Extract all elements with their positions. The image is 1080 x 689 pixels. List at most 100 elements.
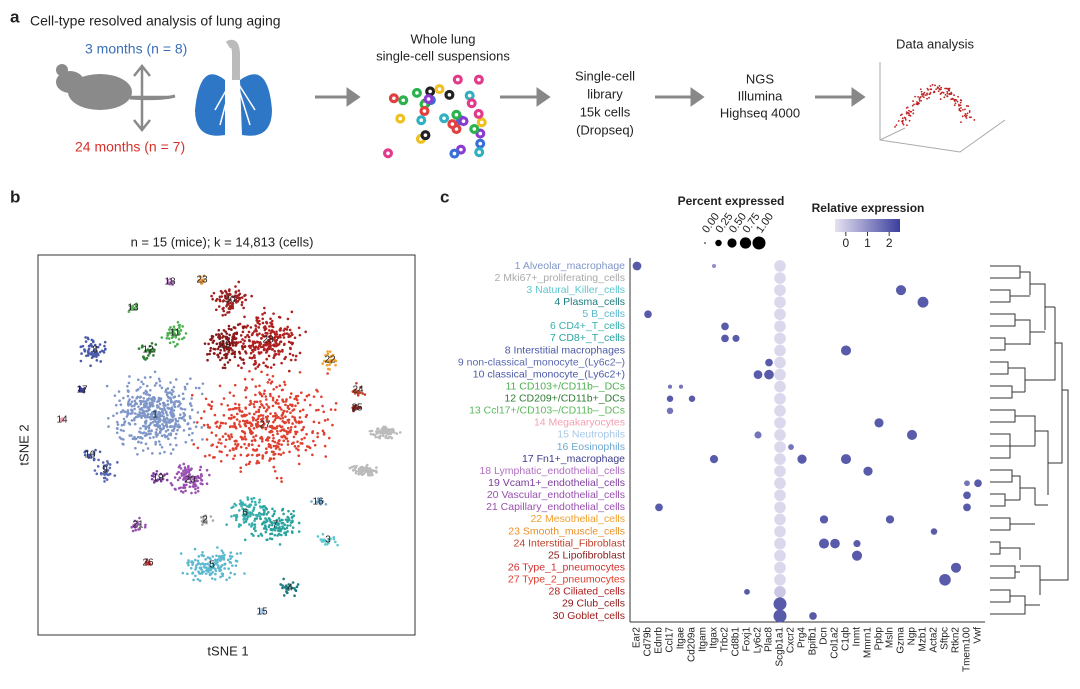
gene-label: Sftpc xyxy=(940,627,951,650)
point xyxy=(236,341,240,344)
point xyxy=(226,296,230,299)
point xyxy=(262,348,266,352)
dot xyxy=(974,479,982,488)
point xyxy=(920,90,923,93)
point xyxy=(132,524,135,527)
point xyxy=(90,350,94,354)
point xyxy=(243,423,247,427)
point xyxy=(190,438,194,442)
point xyxy=(268,392,272,396)
point xyxy=(246,453,250,457)
point xyxy=(106,459,109,463)
point xyxy=(918,98,921,100)
point xyxy=(320,540,324,543)
point xyxy=(252,534,255,537)
point xyxy=(262,423,265,427)
point xyxy=(181,325,185,328)
point xyxy=(321,404,324,408)
point xyxy=(239,425,242,428)
point xyxy=(275,385,278,389)
point xyxy=(172,427,176,430)
point xyxy=(291,531,294,534)
point xyxy=(158,430,162,433)
point xyxy=(281,411,285,415)
point xyxy=(254,393,257,397)
point xyxy=(230,555,234,558)
point xyxy=(291,415,294,418)
point xyxy=(147,426,151,430)
point xyxy=(249,431,252,434)
point xyxy=(142,391,146,395)
point xyxy=(213,413,217,417)
point xyxy=(264,517,267,520)
point xyxy=(263,306,266,310)
point xyxy=(280,443,283,446)
point xyxy=(243,339,246,343)
point xyxy=(176,478,180,482)
point xyxy=(184,332,188,335)
point xyxy=(149,397,153,401)
cluster-label: 8 xyxy=(92,345,98,356)
point xyxy=(177,394,181,398)
point xyxy=(127,381,131,385)
point xyxy=(103,480,106,483)
point xyxy=(200,478,203,482)
point xyxy=(160,434,164,438)
point xyxy=(269,412,272,415)
point xyxy=(97,458,100,462)
point xyxy=(300,428,304,432)
point xyxy=(225,345,228,348)
point xyxy=(273,509,276,513)
point xyxy=(261,454,265,458)
point xyxy=(106,469,110,472)
point xyxy=(291,422,294,425)
point xyxy=(177,486,181,490)
point xyxy=(166,403,170,406)
point xyxy=(134,528,137,532)
point xyxy=(271,398,275,402)
point xyxy=(225,578,228,582)
point xyxy=(136,413,140,416)
point xyxy=(264,398,268,401)
point xyxy=(82,390,86,393)
point xyxy=(274,444,278,448)
point xyxy=(141,409,145,412)
point xyxy=(128,434,132,437)
point xyxy=(211,555,215,558)
point xyxy=(287,335,290,339)
point xyxy=(187,427,191,431)
point xyxy=(181,397,185,401)
point xyxy=(148,436,152,440)
point xyxy=(276,343,280,347)
point xyxy=(175,432,178,436)
step-text: Whole lung xyxy=(410,31,475,46)
point xyxy=(183,385,187,389)
point xyxy=(241,338,244,341)
point xyxy=(250,294,253,298)
point xyxy=(179,402,182,405)
point xyxy=(221,313,225,317)
point xyxy=(118,399,121,403)
point xyxy=(279,583,282,586)
point xyxy=(176,425,180,429)
point xyxy=(384,436,387,439)
point xyxy=(257,363,261,366)
point xyxy=(270,537,274,541)
point xyxy=(291,581,295,584)
point xyxy=(261,457,264,460)
point xyxy=(166,395,170,399)
point xyxy=(199,465,203,469)
dot xyxy=(774,465,786,477)
point xyxy=(275,414,278,417)
point xyxy=(205,438,209,441)
point xyxy=(920,99,922,102)
dot xyxy=(721,322,729,331)
dot xyxy=(774,344,786,357)
point xyxy=(252,402,256,406)
point xyxy=(949,93,951,95)
point xyxy=(260,418,263,421)
point xyxy=(204,557,207,561)
point xyxy=(236,323,240,326)
point xyxy=(237,364,240,367)
point xyxy=(269,520,272,524)
